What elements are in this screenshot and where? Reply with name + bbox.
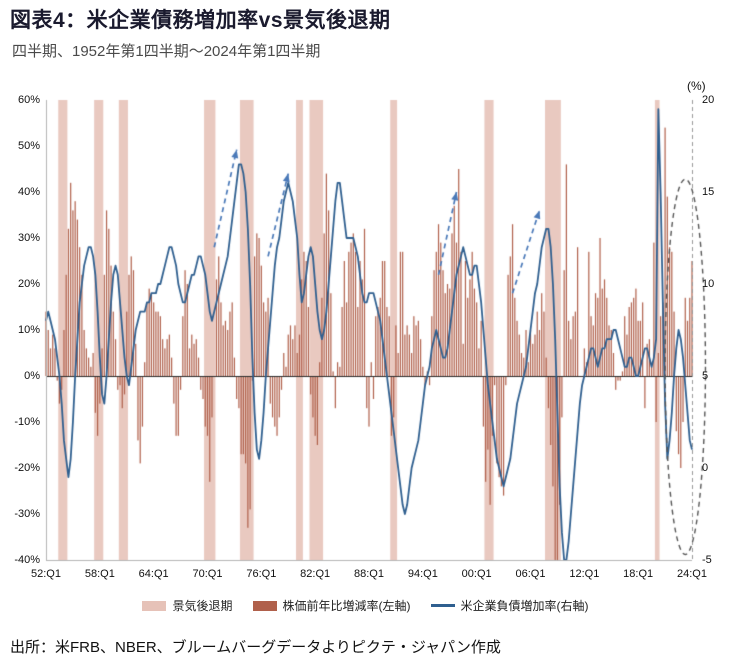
right-axis-unit-label: (%) bbox=[687, 79, 706, 93]
x-axis-tick: 64:Q1 bbox=[138, 568, 169, 580]
x-axis-tick: 18:Q1 bbox=[623, 568, 654, 580]
x-axis-tick: 82:Q1 bbox=[300, 568, 331, 580]
chart-canvas bbox=[0, 0, 731, 595]
x-axis-tick: 00:Q1 bbox=[461, 568, 492, 580]
legend-label-debt-line: 米企業負債増加率(右軸) bbox=[460, 599, 589, 613]
left-axis-tick: -30% bbox=[14, 508, 40, 520]
left-axis-tick: 40% bbox=[17, 186, 40, 198]
right-axis-tick: 10 bbox=[702, 278, 715, 290]
right-axis-tick: 20 bbox=[702, 94, 715, 106]
left-axis-tick: 60% bbox=[17, 94, 40, 106]
x-axis-tick: 24:Q1 bbox=[677, 568, 707, 580]
source-note: 出所：米FRB、NBER、ブルームバーグデータよりピクテ・ジャパン作成 bbox=[10, 639, 501, 656]
stock-bar-swatch bbox=[252, 600, 277, 611]
left-axis-tick: -40% bbox=[14, 554, 40, 566]
x-axis-tick: 94:Q1 bbox=[407, 568, 438, 580]
recession-band-swatch bbox=[142, 600, 167, 611]
debt-line-swatch bbox=[430, 604, 455, 607]
legend-item-debt-line: 米企業負債増加率(右軸) bbox=[430, 597, 589, 614]
right-axis-tick: 0 bbox=[702, 462, 709, 474]
left-axis-tick: -20% bbox=[14, 462, 40, 474]
right-axis-tick: 15 bbox=[702, 186, 715, 198]
x-axis-tick: 52:Q1 bbox=[31, 568, 61, 580]
left-axis-tick: 50% bbox=[17, 140, 40, 152]
chart-legend: 景気後退期 株価前年比増減率(左軸) 米企業負債増加率(右軸) bbox=[0, 597, 731, 614]
x-axis-tick: 12:Q1 bbox=[569, 568, 600, 580]
legend-label-recession: 景気後退期 bbox=[172, 599, 233, 613]
x-axis-tick: 70:Q1 bbox=[192, 568, 223, 580]
left-axis-tick: 30% bbox=[17, 232, 40, 244]
legend-label-stock-bars: 株価前年比増減率(左軸) bbox=[282, 599, 411, 613]
x-axis-tick: 06:Q1 bbox=[515, 568, 546, 580]
x-axis-tick: 58:Q1 bbox=[84, 568, 115, 580]
right-axis-tick: 5 bbox=[702, 370, 709, 382]
right-axis-tick: -5 bbox=[702, 554, 712, 566]
x-axis-tick: 88:Q1 bbox=[354, 568, 384, 580]
left-axis-tick: -10% bbox=[14, 416, 40, 428]
left-axis-tick: 10% bbox=[17, 324, 40, 336]
left-axis-tick: 0% bbox=[24, 370, 40, 382]
legend-item-recession: 景気後退期 bbox=[142, 597, 233, 614]
legend-item-stock-bars: 株価前年比増減率(左軸) bbox=[252, 597, 411, 614]
left-axis-tick: 20% bbox=[17, 278, 40, 290]
x-axis-tick: 76:Q1 bbox=[246, 568, 277, 580]
